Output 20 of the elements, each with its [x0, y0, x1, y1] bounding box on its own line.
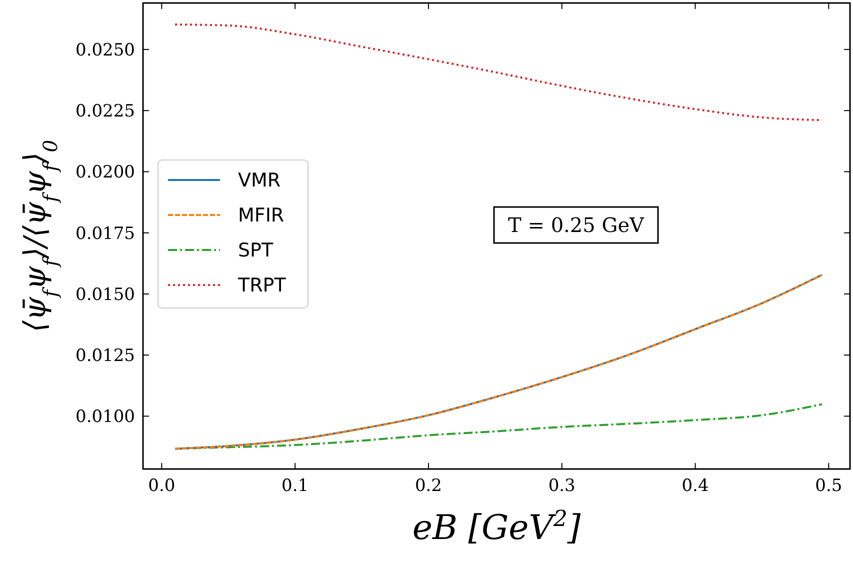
annotation: T = 0.25 GeV [508, 213, 645, 237]
y-tick-label: 0.0225 [76, 102, 135, 122]
y-tick-label: 0.0125 [76, 346, 135, 366]
y-tick-label: 0.0175 [76, 224, 135, 244]
line-series [174, 274, 823, 450]
x-tick-label: 0.1 [282, 476, 309, 496]
legend-label: SPT [238, 240, 274, 262]
y-tick-label: 0.0150 [76, 284, 135, 305]
x-tick-label: 0.0 [148, 476, 176, 496]
legend-label: VMR [238, 170, 281, 192]
y-tick-label: 0.0250 [76, 40, 135, 60]
x-tick-label: 0.5 [815, 476, 842, 496]
x-tick-label: 0.3 [548, 476, 576, 496]
x-tick-label: 0.2 [414, 476, 442, 496]
y-tick-label: 0.0200 [76, 162, 135, 183]
y-tick-label: 0.0100 [76, 407, 135, 428]
x-tick-label: 0.4 [682, 476, 709, 496]
x-axis-title: eB [GeV$^{2}$] [412, 506, 582, 548]
legend-label: MFIR [238, 204, 284, 227]
legend-label: TRPT [237, 274, 286, 297]
